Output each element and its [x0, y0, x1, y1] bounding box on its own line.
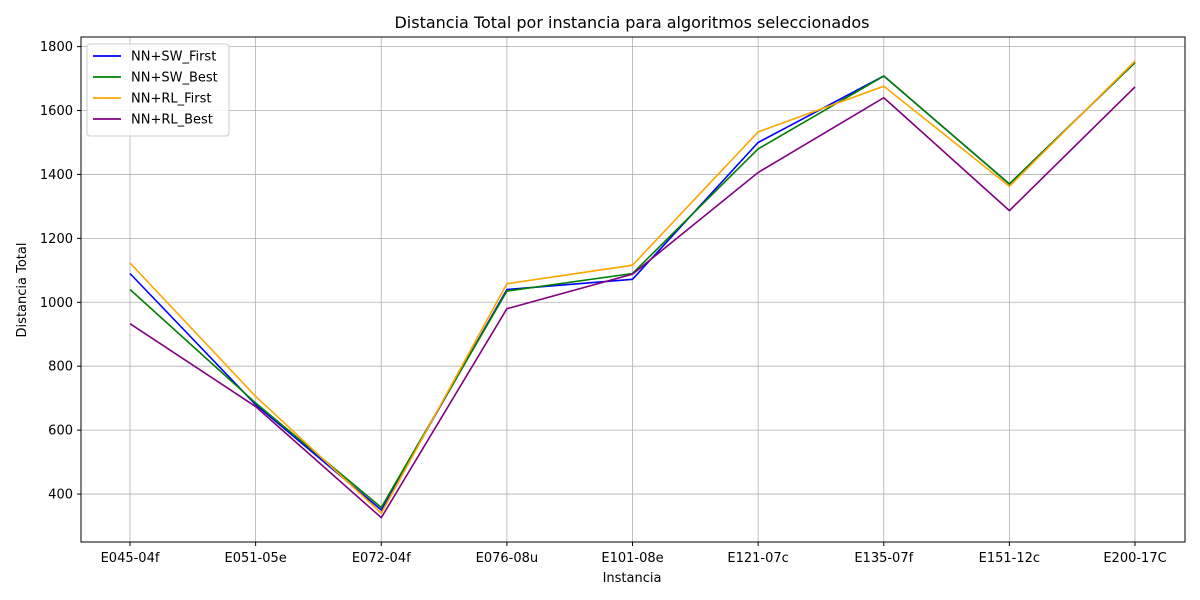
x-tick-label: E135-07f [854, 551, 913, 566]
legend-frame [86, 43, 230, 137]
legend: NN+SW_First NN+SW_Best NN+RL_First NN+RL_Be… [86, 43, 230, 137]
y-tick-label: 1200 [40, 232, 73, 247]
series-layer [129, 60, 1136, 519]
legend-label: NN+SW_First [131, 50, 216, 65]
series-line-4 [129, 86, 1136, 519]
legend-label: NN+SW_Best [131, 71, 218, 86]
y-tick-label: 1800 [40, 40, 73, 55]
x-tick-label: E051-05e [224, 551, 286, 566]
x-tick-label: E121-07c [727, 551, 788, 566]
y-tick-label: 800 [48, 360, 73, 375]
x-tick-label: E101-08e [601, 551, 663, 566]
x-tick-label: E076-08u [476, 551, 539, 566]
x-axis: E045-04f E051-05e E072-04f E076-08u E101-08e… [101, 542, 1167, 566]
y-tick-label: 1600 [40, 104, 73, 119]
x-tick-label: E045-04f [101, 551, 160, 566]
y-tick-label: 600 [48, 424, 73, 439]
legend-label: NN+RL_First [131, 92, 211, 107]
chart-title: Distancia Total por instancia para algor… [394, 13, 869, 32]
y-tick-label: 1000 [40, 296, 73, 311]
x-tick-label: E200-17C [1103, 551, 1166, 566]
y-axis-label: Distancia Total [15, 243, 30, 338]
y-axis: 400 600 800 1000 1200 1400 1600 1800 [40, 40, 81, 503]
legend-label: NN+RL_Best [131, 113, 213, 128]
y-tick-label: 1400 [40, 168, 73, 183]
x-axis-label: Instancia [603, 571, 662, 586]
grid [81, 37, 1185, 542]
x-tick-label: E151-12c [979, 551, 1040, 566]
x-tick-label: E072-04f [352, 551, 411, 566]
y-tick-label: 400 [48, 488, 73, 503]
series-line-3 [129, 60, 1136, 515]
